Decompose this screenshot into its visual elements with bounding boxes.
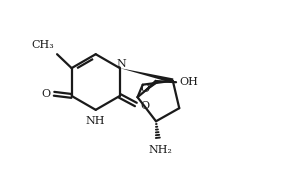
Text: CH₃: CH₃: [32, 40, 55, 50]
Text: N: N: [117, 59, 126, 69]
Text: NH: NH: [86, 116, 105, 126]
Text: NH₂: NH₂: [148, 145, 172, 155]
Polygon shape: [138, 80, 158, 97]
Text: O: O: [140, 84, 150, 94]
Text: OH: OH: [179, 77, 198, 87]
Text: O: O: [140, 100, 149, 111]
Polygon shape: [120, 68, 173, 83]
Text: O: O: [41, 89, 50, 99]
